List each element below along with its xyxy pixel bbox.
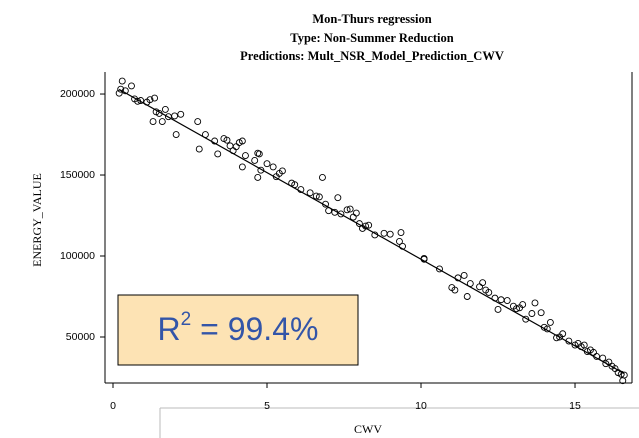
point (115, 89, 123, 97)
point (559, 330, 567, 338)
point (355, 220, 363, 228)
point (251, 156, 259, 164)
point (171, 112, 179, 120)
point (531, 299, 539, 307)
y-tick-label: 150000 (60, 169, 95, 181)
annotation-superscript: 2 (181, 309, 192, 330)
point (306, 189, 314, 197)
point (254, 173, 262, 181)
point (254, 149, 262, 157)
point (146, 96, 154, 104)
point (195, 145, 203, 153)
point (158, 118, 166, 126)
chart-subtitle: Type: Non-Summer Reduction (290, 31, 453, 45)
point (194, 118, 202, 126)
point (380, 229, 388, 237)
point (238, 163, 246, 171)
plot-area (115, 77, 628, 385)
point (485, 289, 493, 296)
point (278, 167, 286, 175)
annotation: R2 = 99.4% (158, 309, 319, 347)
chart-title: Mon-Thurs regression (312, 12, 431, 26)
point (451, 286, 459, 294)
point (269, 163, 277, 171)
point (397, 229, 405, 236)
point (513, 305, 520, 313)
point (503, 297, 511, 305)
point (172, 131, 180, 138)
point (334, 194, 342, 202)
annotation-box (117, 294, 359, 366)
x-tick-label: 10 (415, 400, 427, 412)
point (479, 279, 487, 287)
point (528, 310, 536, 317)
point (161, 105, 169, 113)
point (232, 143, 240, 151)
point (349, 213, 357, 221)
point (238, 137, 246, 145)
annotation-text: = 99.4% (191, 311, 318, 347)
point (436, 265, 443, 273)
point (365, 221, 373, 229)
annotation-text: R (158, 311, 181, 347)
point (352, 209, 360, 217)
point (396, 237, 403, 245)
point (343, 206, 351, 214)
point (476, 283, 483, 291)
x-tick-label: 15 (569, 400, 581, 412)
point (255, 150, 263, 158)
point (546, 318, 554, 326)
point (118, 77, 126, 85)
point (242, 152, 249, 160)
point (497, 296, 505, 304)
point (177, 110, 185, 118)
x-tick-label: 5 (264, 400, 270, 412)
y-axis-label: ENERGY_VALUE (30, 173, 44, 267)
point (580, 341, 588, 349)
point (117, 85, 125, 93)
x-tick-label: 0 (110, 400, 116, 412)
point (223, 136, 231, 144)
y-tick-label: 50000 (66, 331, 95, 343)
point (346, 205, 354, 213)
point (386, 230, 394, 238)
point (319, 173, 326, 181)
point (519, 301, 527, 309)
point (149, 118, 157, 126)
chart-subtitle: Predictions: Mult_NSR_Model_Prediction_C… (240, 49, 504, 63)
point (128, 82, 135, 90)
point (337, 210, 345, 218)
regression-line (118, 88, 625, 375)
y-tick-label: 100000 (60, 250, 95, 262)
point (460, 271, 468, 279)
x-axis-label: CWV (354, 422, 382, 436)
y-tick-label: 200000 (60, 88, 95, 100)
point (463, 293, 471, 300)
point (151, 94, 159, 102)
point (494, 306, 502, 313)
point (214, 150, 222, 158)
point (312, 192, 320, 200)
point (263, 160, 271, 168)
point (537, 309, 545, 317)
point (315, 193, 323, 201)
point (620, 371, 628, 379)
overlay-window (160, 408, 639, 438)
